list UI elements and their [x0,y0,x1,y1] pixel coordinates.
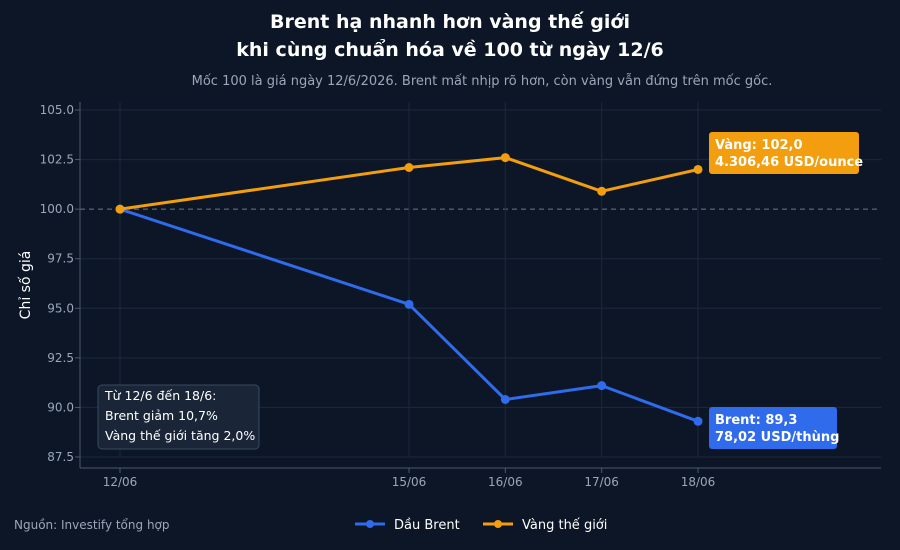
y-tick-label: 90.0 [47,400,74,414]
y-tick-label: 92.5 [47,351,74,365]
x-tick-label: 17/06 [584,475,619,489]
data-point-brent [501,395,510,404]
gold-callout-line-2: 4.306,46 USD/ounce [715,155,863,170]
x-tick-label: 18/06 [681,475,716,489]
data-point-brent [405,300,414,309]
y-tick-label: 95.0 [47,301,74,315]
legend-gold-marker [494,520,502,528]
data-point-gold [597,187,606,196]
summary-note-line-1: Từ 12/6 đến 18/6: [104,388,216,403]
chart-title-line-2: khi cùng chuẩn hóa về 100 từ ngày 12/6 [236,38,663,61]
source-note: Nguồn: Investify tổng hợp [14,518,170,532]
data-point-gold [694,165,703,174]
data-point-gold [405,163,414,172]
x-tick-label: 15/06 [392,475,427,489]
gold-callout-line-1: Vàng: 102,0 [715,138,803,153]
y-tick-label: 87.5 [47,450,74,464]
y-tick-label: 100.0 [40,202,74,216]
legend-brent-marker [366,520,374,528]
summary-note-line-2: Brent giảm 10,7% [105,408,218,423]
y-tick-label: 102.5 [40,153,74,167]
chart-subtitle: Mốc 100 là giá ngày 12/6/2026. Brent mất… [192,74,773,89]
brent-callout-line-1: Brent: 89,3 [715,413,797,428]
data-point-gold [116,205,125,214]
legend-gold-label: Vàng thế giới [522,518,607,533]
summary-note: Từ 12/6 đến 18/6: Brent giảm 10,7% Vàng … [98,385,259,449]
brent-callout: Brent: 89,3 78,02 USD/thùng [709,407,839,449]
brent-callout-line-2: 78,02 USD/thùng [715,430,839,445]
summary-note-line-3: Vàng thế giới tăng 2,0% [105,428,255,443]
data-point-gold [501,153,510,162]
x-tick-label: 16/06 [488,475,523,489]
y-tick-label: 97.5 [47,252,74,266]
y-axis-label: Chỉ số giá [17,251,34,320]
data-point-brent [694,417,703,426]
legend-brent-label: Dầu Brent [394,518,460,533]
y-tick-label: 105.0 [40,103,74,117]
x-tick-label: 12/06 [103,475,138,489]
chart-title-line-1: Brent hạ nhanh hơn vàng thế giới [270,10,630,33]
data-point-brent [597,381,606,390]
gold-callout: Vàng: 102,0 4.306,46 USD/ounce [709,132,863,174]
